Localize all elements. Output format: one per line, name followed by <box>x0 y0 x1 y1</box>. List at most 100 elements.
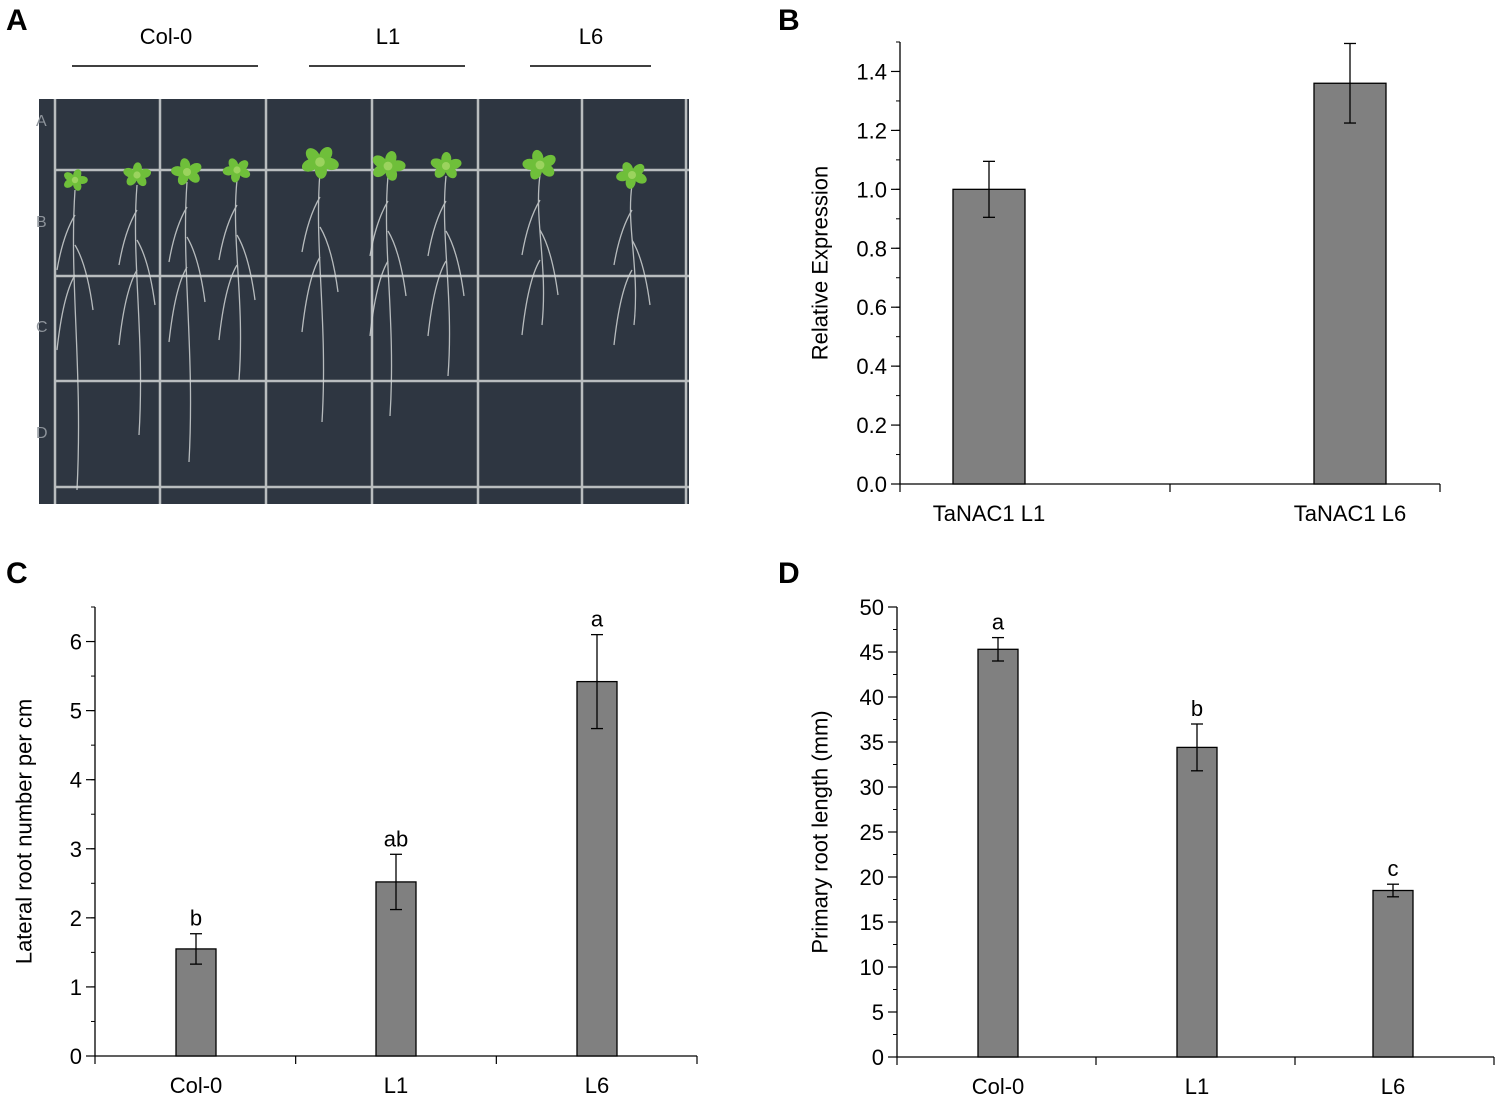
leaf <box>64 172 75 182</box>
lateral-root <box>387 230 407 297</box>
leaf <box>238 167 251 178</box>
lateral-root <box>56 274 76 351</box>
photo-row-mark-d: D <box>36 425 48 442</box>
panel-letter-a: A <box>6 4 28 37</box>
rosette-center <box>383 161 393 171</box>
chart-primary-root-length: 0 5 10 15 20 25 30 35 40 45 50 a Col-0 b L1 c L6 Primary … <box>808 595 1495 1099</box>
seedling-leaves <box>64 146 647 191</box>
rosette-center <box>535 160 545 170</box>
y-tick-label: 0.0 <box>856 472 887 497</box>
rosette-center <box>233 166 241 174</box>
significance-letter: a <box>591 607 604 632</box>
lateral-root <box>56 214 76 271</box>
photo-row-mark-a: A <box>36 113 47 130</box>
lateral-root <box>136 239 156 306</box>
lateral-root <box>427 200 447 257</box>
panel-letter-b: B <box>778 4 800 37</box>
bar <box>1313 82 1387 485</box>
x-category-label: L1 <box>384 1073 408 1098</box>
lateral-root <box>236 234 256 301</box>
y-tick-label: 5 <box>872 1000 884 1025</box>
y-tick-label: 15 <box>860 910 884 935</box>
y-tick-label: 0.2 <box>856 413 887 438</box>
bar <box>1372 889 1414 1058</box>
lateral-root <box>74 244 94 311</box>
x-category-label: TaNAC1 L6 <box>1294 501 1407 526</box>
lateral-root <box>168 266 188 343</box>
panel-a: Col-0 L1 L6 A B C <box>36 24 689 504</box>
significance-letter: b <box>190 906 202 931</box>
lateral-root <box>521 199 541 256</box>
y-tick-label: 10 <box>860 955 884 980</box>
panel-letter-c: C <box>6 557 28 590</box>
seedling-rosette <box>171 158 202 186</box>
leaf <box>123 167 136 178</box>
bar <box>175 948 217 1057</box>
y-tick-label: 35 <box>860 730 884 755</box>
rosette-center <box>628 171 636 179</box>
photo-grid <box>53 99 689 504</box>
primary-root <box>443 175 451 377</box>
photo-row-marks: A B C D <box>36 113 48 442</box>
rosette-center <box>442 162 450 170</box>
photo-background <box>39 99 689 504</box>
significance-letter: b <box>1191 696 1203 721</box>
y-tick-label: 3 <box>70 837 82 862</box>
x-category-label: L1 <box>1185 1074 1209 1099</box>
y-tick-label: 1.0 <box>856 177 887 202</box>
primary-root <box>629 184 637 326</box>
leaf <box>541 154 556 168</box>
primary-root <box>537 174 545 326</box>
lateral-root <box>521 259 541 336</box>
y-tick-label: 1 <box>70 975 82 1000</box>
significance-letter: a <box>992 610 1005 635</box>
photo-row-mark-b: B <box>36 214 47 231</box>
primary-root <box>184 181 192 463</box>
lateral-root <box>301 256 321 333</box>
rosette-center <box>71 176 79 184</box>
y-tick-label: 2 <box>70 906 82 931</box>
lateral-root <box>186 236 206 303</box>
lateral-root <box>118 209 138 266</box>
lateral-root <box>218 264 238 341</box>
x-category-label: TaNAC1 L1 <box>933 501 1046 526</box>
chart-lateral-root-number: 0 1 2 3 4 5 6 b Col-0 ab L1 a L6 Lateral root number … <box>12 606 698 1098</box>
lateral-root <box>613 209 633 266</box>
primary-root <box>72 189 80 491</box>
significance-letter: ab <box>384 826 408 851</box>
seedling-rosette <box>301 146 339 179</box>
lateral-root <box>613 269 633 346</box>
lateral-root <box>301 196 321 253</box>
y-tick-label: 25 <box>860 820 884 845</box>
lateral-root <box>369 200 389 257</box>
bar <box>576 680 618 1057</box>
lateral-root <box>168 206 188 263</box>
lateral-root <box>118 269 138 346</box>
seedling-rosette <box>430 152 462 179</box>
lateral-root <box>445 230 465 297</box>
leaf <box>322 157 339 171</box>
leaf <box>633 172 647 184</box>
lateral-root <box>319 226 339 293</box>
bar <box>952 188 1026 485</box>
y-axis-title: Primary root length (mm) <box>808 710 833 953</box>
lateral-root <box>369 260 389 337</box>
group-label-l1: L1 <box>376 24 400 49</box>
photo-row-mark-c: C <box>36 319 48 336</box>
leaf <box>430 158 445 169</box>
seedling-roots <box>56 171 651 491</box>
primary-root <box>234 179 242 381</box>
error-bar <box>1344 42 1356 124</box>
leaf <box>372 155 387 168</box>
bar <box>977 648 1019 1058</box>
leaf <box>540 163 555 177</box>
lateral-root <box>427 260 447 337</box>
seedling-rosette <box>64 169 88 191</box>
y-axis-title: Relative Expression <box>808 166 833 360</box>
bar <box>375 881 417 1057</box>
x-category-label: L6 <box>585 1073 609 1098</box>
y-axis-title: Lateral root number per cm <box>12 699 37 964</box>
y-tick-label: 40 <box>860 685 884 710</box>
bar <box>1176 746 1218 1058</box>
